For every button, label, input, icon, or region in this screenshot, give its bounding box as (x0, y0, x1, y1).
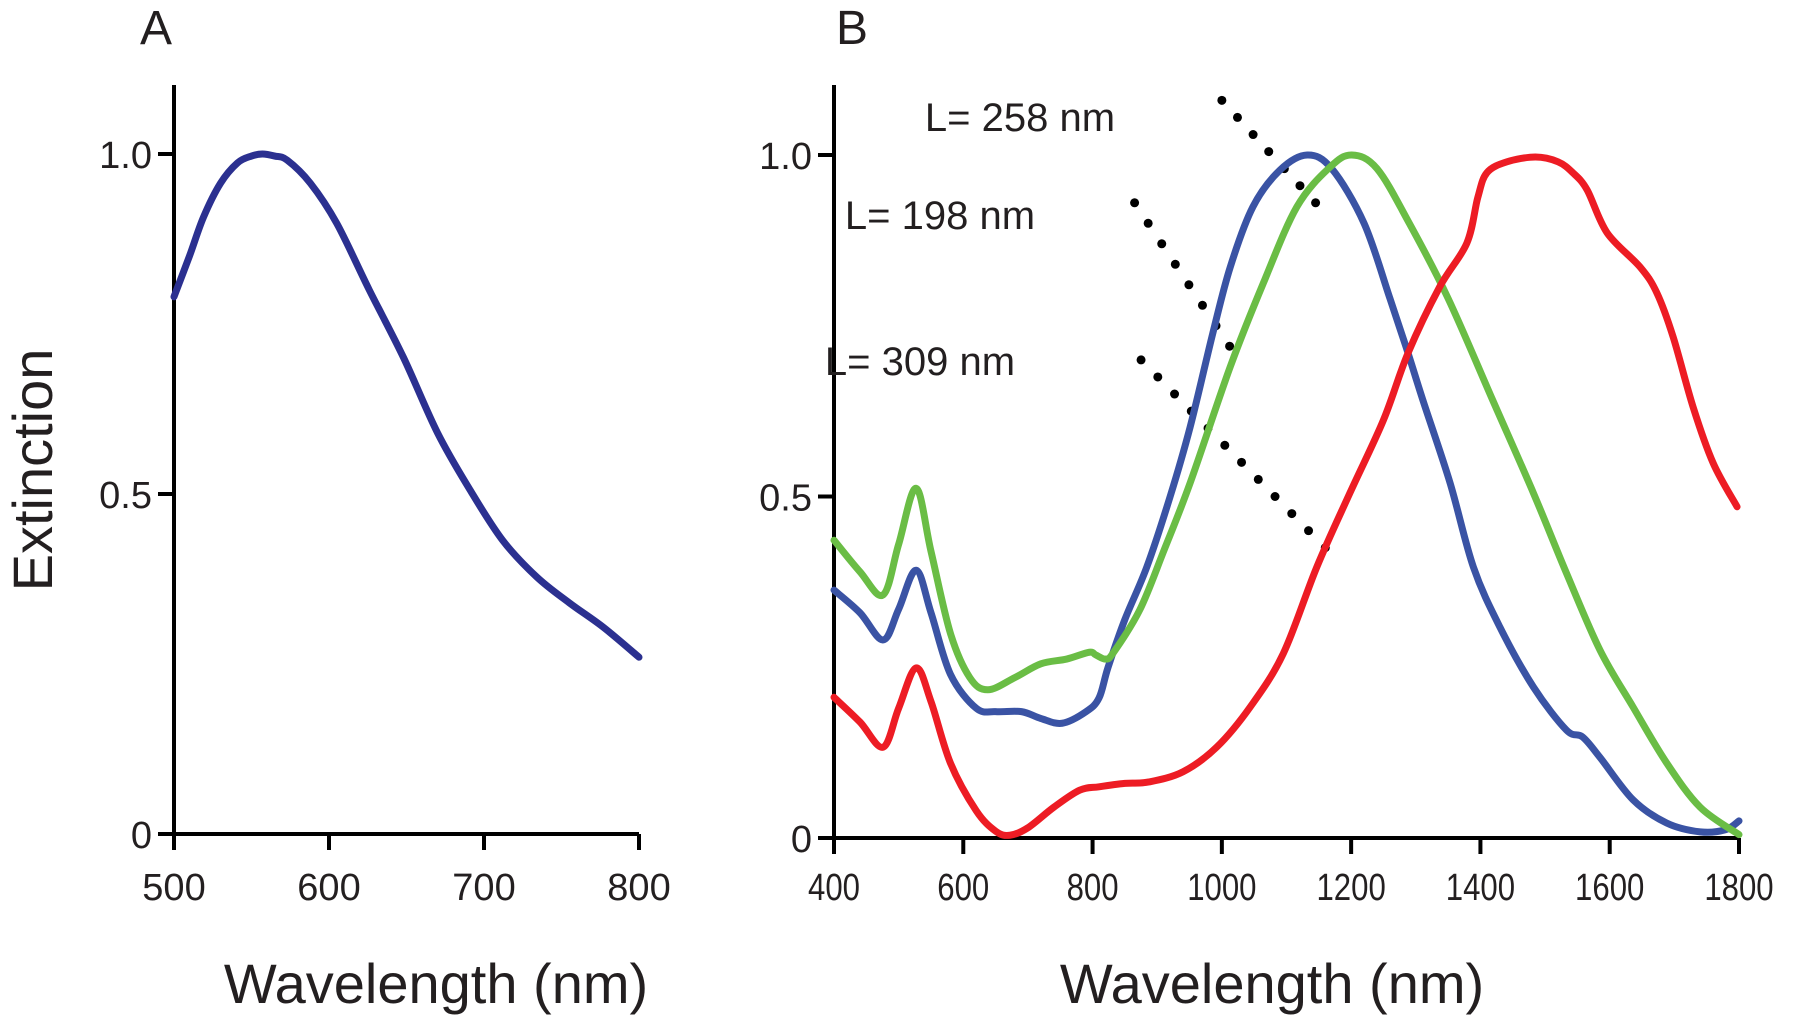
panel-b-y-tick-label: 0.5 (759, 478, 812, 520)
annotation-label: L= 198 nm (845, 194, 1035, 238)
leader-dot (1253, 474, 1263, 484)
panel-b-plot: 0 0.5 1.0 400 600 800 1000 1200 1400 1600 1800 L= 2… (759, 85, 1774, 909)
panel-b-series-l-198-nm (830, 151, 1743, 836)
panel-b-x-tick-label: 1200 (1316, 867, 1385, 909)
panel-a-x-axis-title: Wavelength (nm) (224, 952, 648, 1015)
leader-dot (1264, 147, 1274, 157)
panel-b-x-tick-label: 600 (937, 867, 989, 909)
panel-a-series-spectrum (170, 150, 643, 661)
leader-dot (1184, 280, 1194, 290)
leader-dot (1232, 112, 1242, 122)
panel-b-x-axis-title: Wavelength (nm) (1060, 952, 1484, 1015)
leader-dot (1220, 440, 1230, 450)
panel-b-series-l-258-nm (830, 151, 1743, 839)
annotation-label: L= 258 nm (925, 96, 1115, 140)
annotation-label: L= 309 nm (825, 340, 1015, 384)
panel-b-y-tick-label: 1.0 (759, 136, 812, 178)
leader-dot (1295, 181, 1305, 191)
panel-b-x-tick-label: 1600 (1575, 867, 1644, 909)
panel-b-x-tick-label: 1800 (1704, 867, 1773, 909)
panel-b-series-l-309-nm (830, 153, 1741, 839)
leader-dot (1237, 457, 1247, 467)
panel-a-x-tick-label: 500 (142, 867, 205, 909)
leader-dot (1311, 198, 1321, 208)
leader-dot (1248, 130, 1258, 140)
leader-dot (1136, 355, 1146, 365)
leader-dot (1225, 341, 1235, 351)
leader-dot (1157, 239, 1167, 249)
panel-b-x-tick-label: 800 (1067, 867, 1119, 909)
leader-dot (1217, 95, 1227, 105)
panel-a-x-tick-label: 600 (297, 867, 360, 909)
panel-a-plot: 0 0.5 1.0 500 600 700 800 (99, 85, 671, 909)
leader-dot (1270, 492, 1280, 501)
leader-dot (1143, 218, 1153, 228)
panel-b-y-tick-label: 0 (791, 819, 812, 861)
panel-b-x-tick-label: 400 (808, 867, 860, 909)
panel-b-x-tick-label: 1400 (1446, 867, 1515, 909)
y-axis-title: Extinction (1, 349, 64, 592)
panel-b-x-tick-label: 1000 (1187, 867, 1256, 909)
panel-a-y-tick-label: 0 (131, 815, 152, 857)
leader-dot (1153, 372, 1163, 382)
leader-dot (1170, 389, 1180, 399)
leader-dot (1287, 509, 1297, 519)
panel-a-label: A (140, 2, 172, 55)
leader-dot (1130, 198, 1140, 208)
panel-a-y-tick-label: 1.0 (99, 135, 152, 177)
panel-a-y-tick-label: 0.5 (99, 475, 152, 517)
panel-a-x-tick-label: 700 (452, 867, 515, 909)
leader-dot (1197, 300, 1207, 310)
panel-b-label: B (836, 2, 868, 55)
panel-a-x-tick-label: 800 (607, 867, 670, 909)
leader-dot (1304, 526, 1314, 536)
leader-dot (1170, 259, 1180, 269)
